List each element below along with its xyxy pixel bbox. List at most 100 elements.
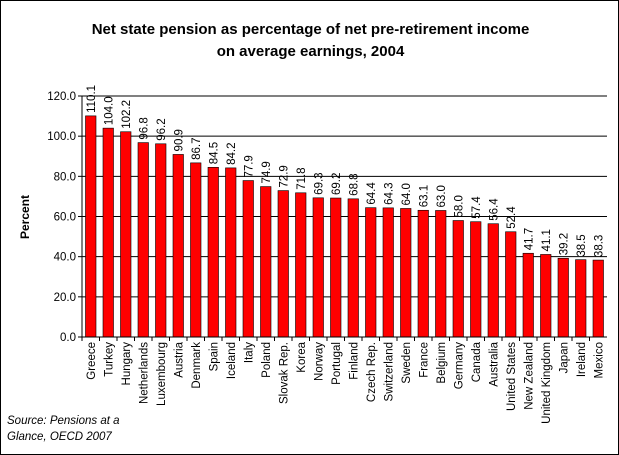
bar — [452, 220, 464, 338]
data-label: 39.2 — [558, 233, 570, 255]
x-tick-label: United States — [506, 342, 518, 411]
data-label: 84.2 — [226, 143, 238, 165]
data-label: 110.1 — [86, 85, 98, 113]
bar — [347, 198, 359, 338]
x-tick-label: Ireland — [576, 342, 588, 377]
y-tick-label: 100.0 — [47, 131, 76, 143]
y-tick-label: 40.0 — [54, 252, 76, 264]
x-tick-label: Spain — [208, 342, 220, 371]
x-tick-label: Finland — [348, 342, 360, 380]
data-label: 41.7 — [523, 228, 535, 250]
x-tick-label: Poland — [261, 342, 273, 378]
x-tick-label: France — [418, 342, 430, 378]
data-label: 74.9 — [261, 161, 273, 183]
x-tick-label: Hungary — [121, 342, 133, 386]
data-label: 102.2 — [121, 100, 133, 129]
y-tick-label: 0.0 — [60, 332, 76, 344]
bar — [505, 231, 517, 338]
x-tick-label: New Zealand — [523, 342, 535, 410]
x-tick-label: Iceland — [226, 342, 238, 379]
bar — [277, 190, 289, 338]
x-tick-label: Italy — [243, 342, 255, 363]
data-label: 84.5 — [208, 142, 220, 164]
x-tick-label: Denmark — [191, 342, 203, 389]
bar — [400, 208, 412, 338]
data-label: 96.8 — [138, 117, 150, 139]
bar — [487, 223, 499, 338]
y-axis-title: Percent — [18, 195, 32, 239]
bar — [417, 209, 429, 338]
x-tick-label: Belgium — [436, 342, 448, 384]
x-tick-label: Canada — [471, 341, 483, 382]
axes — [78, 95, 607, 341]
data-label: 38.5 — [576, 234, 588, 256]
bar — [155, 143, 167, 338]
data-label: 104.0 — [103, 96, 115, 125]
data-label: 72.9 — [278, 165, 290, 187]
data-label: 77.9 — [243, 155, 255, 177]
bar — [365, 207, 377, 338]
y-tick-label: 120.0 — [47, 91, 76, 103]
data-label: 56.4 — [488, 198, 500, 221]
bar — [242, 180, 254, 338]
bar — [295, 192, 307, 338]
y-tick-labels: 0.0 20.0 40.0 60.0 80.0 100.0 120.0 — [47, 91, 76, 344]
x-tick-label: Netherlands — [138, 342, 150, 404]
data-label: 71.8 — [296, 167, 308, 189]
data-label: 86.7 — [191, 137, 203, 159]
data-label: 69.2 — [331, 173, 343, 195]
x-tick-label: Greece — [86, 342, 98, 380]
x-tick-label: Turkey — [103, 342, 115, 377]
bar — [120, 131, 132, 338]
data-label: 64.0 — [401, 183, 413, 205]
x-tick-labels: Greece Turkey Hungary Netherlands Luxembourg… — [86, 341, 606, 423]
data-label: 90.9 — [173, 129, 185, 151]
source-note: Source: Pensions at a Glance, OECD 2007 — [7, 413, 120, 445]
x-tick-label: Slovak Rep. — [278, 342, 290, 404]
x-tick-label: Japan — [558, 342, 570, 373]
x-tick-label: Czech Rep. — [366, 342, 378, 402]
x-tick-label: Germany — [453, 342, 465, 390]
data-label: 64.3 — [383, 182, 395, 204]
bar — [85, 115, 97, 338]
data-label: 68.8 — [348, 173, 360, 195]
bar — [540, 254, 552, 338]
bar — [172, 154, 184, 338]
bar — [102, 127, 114, 338]
bar — [225, 167, 237, 338]
chart-title: Net state pension as percentage of net p… — [1, 19, 619, 63]
bar — [137, 142, 149, 338]
gridlines — [82, 95, 607, 298]
x-tick-label: Austria — [173, 341, 185, 377]
bars — [85, 115, 604, 338]
source-line-2: Glance, OECD 2007 — [7, 431, 112, 443]
y-tick-label: 60.0 — [54, 212, 76, 224]
chart-title-line-2: on average earnings, 2004 — [216, 43, 405, 60]
x-tick-label: Mexico — [593, 342, 605, 378]
data-label: 64.4 — [366, 182, 378, 205]
data-label: 52.4 — [506, 206, 518, 229]
bar — [435, 210, 447, 338]
x-tick-label: Portugal — [331, 342, 343, 385]
x-tick-label: Switzerland — [383, 342, 395, 401]
data-label: 57.4 — [471, 196, 483, 219]
chart-title-line-1: Net state pension as percentage of net p… — [91, 21, 530, 38]
data-labels: 110.1 104.0 102.2 96.8 96.2 90.9 86.7 84.5 84.2 7… — [86, 85, 606, 257]
x-tick-label: Australia — [488, 341, 500, 386]
bar — [575, 259, 587, 338]
bar — [312, 197, 324, 338]
bar — [470, 221, 482, 338]
data-label: 41.1 — [541, 229, 553, 251]
data-label: 69.3 — [313, 172, 325, 194]
bar — [330, 197, 342, 338]
data-label: 63.0 — [436, 185, 448, 207]
data-label: 38.3 — [593, 235, 605, 257]
y-tick-label: 20.0 — [54, 292, 76, 304]
x-tick-label: Sweden — [401, 342, 413, 384]
data-label: 58.0 — [453, 195, 465, 217]
source-line-1: Source: Pensions at a — [7, 415, 120, 427]
data-label: 96.2 — [156, 118, 168, 140]
y-tick-label: 80.0 — [54, 171, 76, 183]
